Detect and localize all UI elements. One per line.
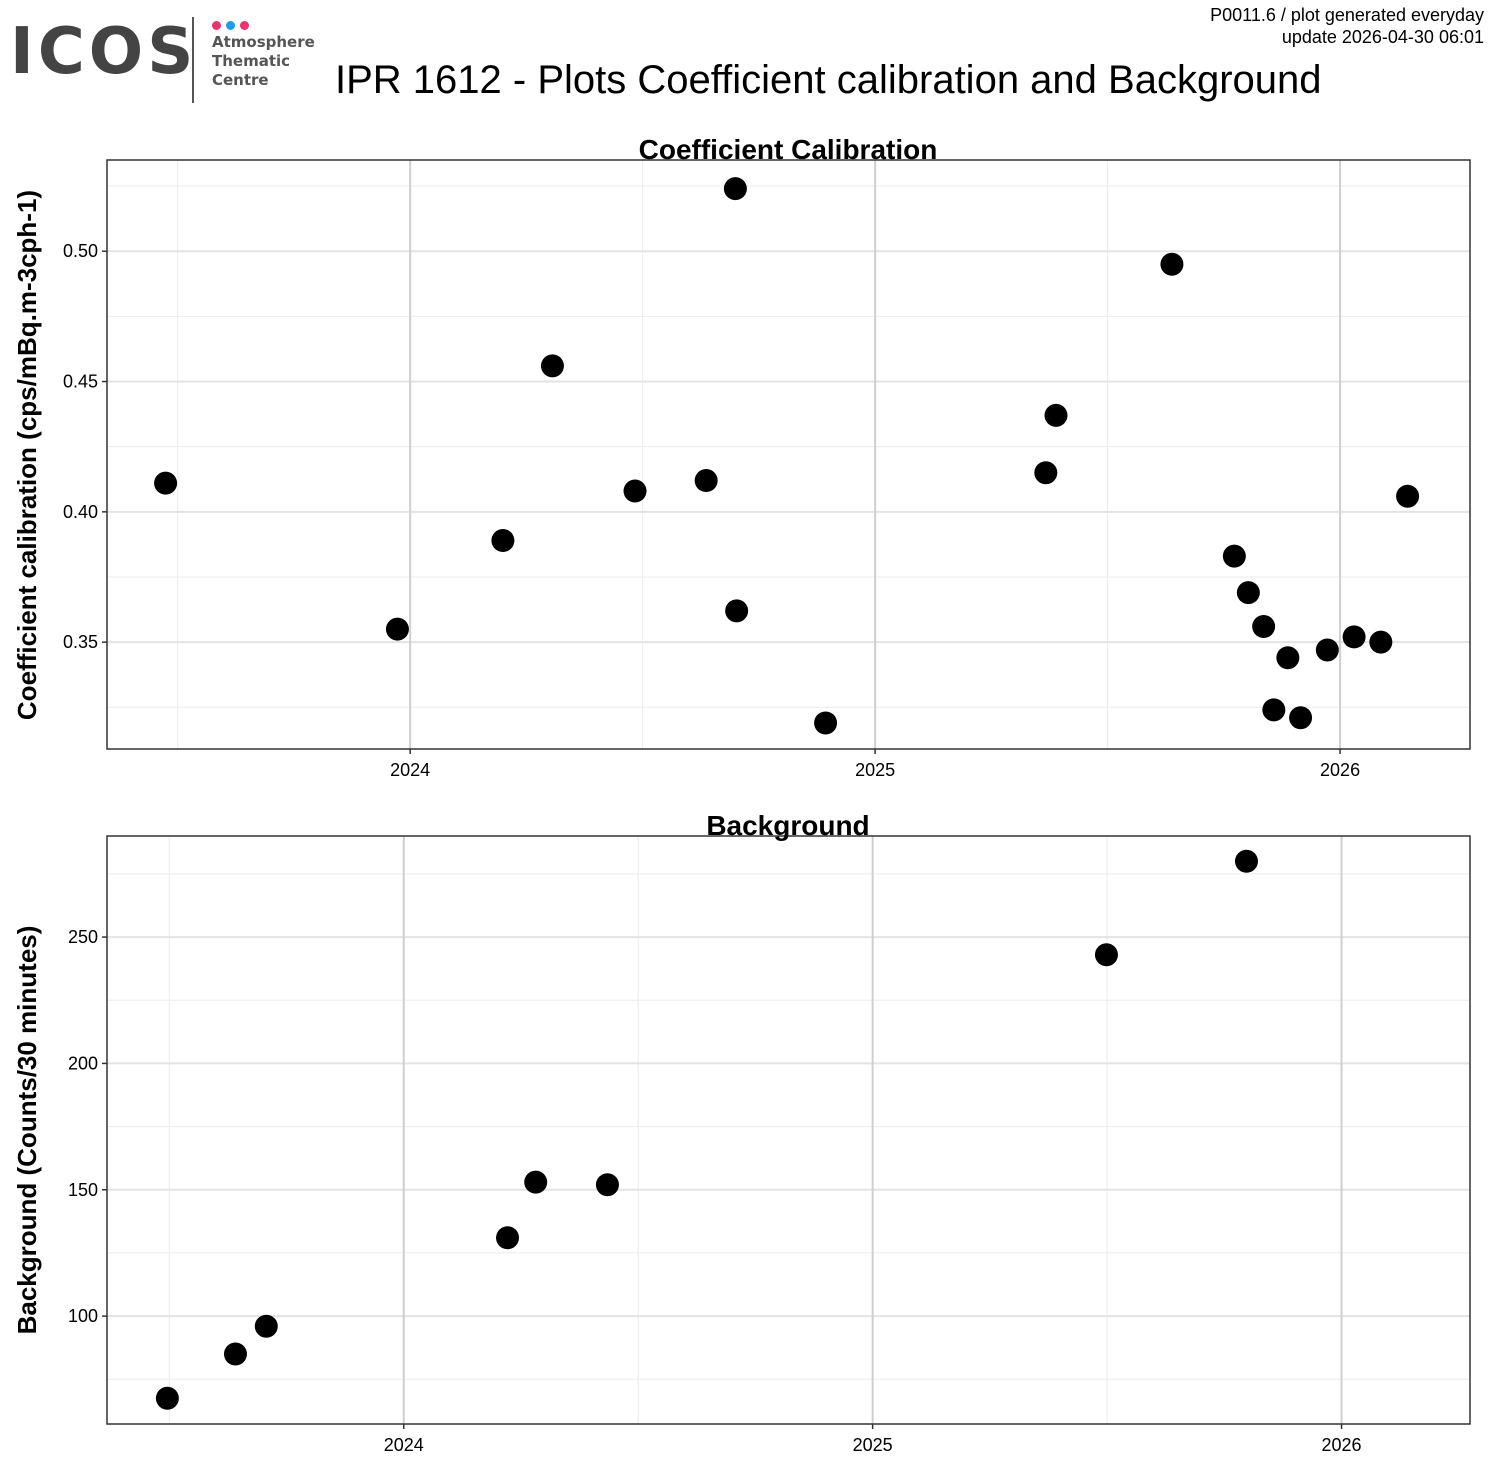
- data-point: [1222, 544, 1246, 568]
- x-tick-label: 2025: [853, 1435, 893, 1455]
- data-point: [725, 599, 749, 623]
- data-point: [723, 177, 747, 201]
- data-point: [491, 529, 515, 553]
- plot-border: [106, 835, 1471, 1425]
- page-title: IPR 1612 - Plots Coefficient calibration…: [335, 58, 1322, 102]
- data-point: [254, 1314, 278, 1338]
- data-point: [623, 479, 647, 503]
- logo-line: Thematic: [212, 52, 291, 70]
- data-point: [1034, 461, 1058, 485]
- y-tick-label: 150: [68, 1180, 98, 1200]
- x-tick-label: 2026: [1322, 1435, 1362, 1455]
- data-point: [1369, 630, 1393, 654]
- data-point: [223, 1342, 247, 1366]
- y-tick-label: 0.35: [63, 632, 98, 652]
- data-point: [694, 469, 718, 493]
- note-line-2: update 2026-04-30 06:01: [1281, 27, 1484, 47]
- y-axis-label: Coefficient calibration (cps/mBq.m-3cph-…: [12, 190, 42, 720]
- logo-dots: [212, 17, 254, 35]
- logo-dot: [226, 21, 235, 30]
- note-line-1: P0011.6 / plot generated everyday: [1210, 5, 1484, 25]
- chart-panel-2: 100 150 200 250 2024 2025 2026 Background Backgr…: [12, 810, 1471, 1455]
- y-tick-label: 0.45: [63, 372, 98, 392]
- data-point: [1289, 706, 1313, 730]
- data-point: [1396, 484, 1420, 508]
- x-tick-label: 2024: [390, 760, 430, 780]
- data-point: [496, 1226, 520, 1250]
- data-point: [524, 1170, 548, 1194]
- data-point: [154, 471, 178, 495]
- data-point: [1342, 625, 1366, 649]
- plot-background: [107, 160, 1470, 749]
- data-point: [1236, 581, 1260, 605]
- x-tick-label: 2025: [855, 760, 895, 780]
- data-point: [385, 617, 409, 641]
- data-point: [1276, 646, 1300, 670]
- plot-border: [106, 159, 1471, 750]
- data-point: [1094, 943, 1118, 967]
- y-tick-label: 0.40: [63, 502, 98, 522]
- chart-title: Background: [706, 810, 869, 841]
- logo-line: Atmosphere: [212, 33, 315, 51]
- y-tick-label: 200: [68, 1053, 98, 1073]
- data-point: [1315, 638, 1339, 662]
- data-point: [1252, 615, 1276, 639]
- y-tick-label: 0.50: [63, 241, 98, 261]
- logo-subtitle: Atmosphere Thematic Centre: [212, 33, 315, 90]
- chart-title: Coefficient Calibration: [639, 134, 938, 165]
- data-point: [1234, 849, 1258, 873]
- data-point: [1262, 698, 1286, 722]
- logo-word: ICOS: [10, 15, 198, 89]
- data-point: [155, 1386, 179, 1410]
- data-point: [540, 354, 564, 378]
- x-tick-label: 2026: [1320, 760, 1360, 780]
- x-tick-label: 2024: [384, 1435, 424, 1455]
- plot-background: [107, 836, 1470, 1424]
- data-point: [595, 1173, 619, 1197]
- update-note: P0011.6 / plot generated everyday update…: [1210, 4, 1484, 48]
- y-axis-label: Background (Counts/30 minutes): [12, 926, 42, 1335]
- chart-panel-1: 0.35 0.40 0.45 0.50 2024 2025 2026 Coefficient …: [12, 134, 1471, 780]
- logo-dot: [212, 21, 221, 30]
- y-tick-label: 250: [68, 927, 98, 947]
- data-point: [1044, 403, 1068, 427]
- data-point: [814, 711, 838, 735]
- logo-divider: [192, 17, 194, 103]
- data-point: [1160, 252, 1184, 276]
- y-tick-label: 100: [68, 1306, 98, 1326]
- logo-line: Centre: [212, 71, 269, 89]
- logo-dot: [240, 21, 249, 30]
